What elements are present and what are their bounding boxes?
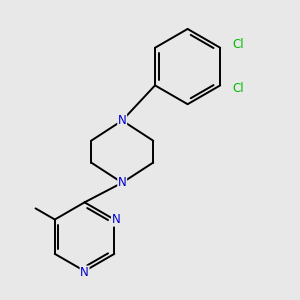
Text: Cl: Cl bbox=[232, 38, 244, 51]
Text: N: N bbox=[118, 114, 127, 127]
Text: N: N bbox=[118, 176, 127, 189]
Text: N: N bbox=[80, 266, 89, 279]
Text: Cl: Cl bbox=[232, 82, 244, 95]
Text: N: N bbox=[112, 213, 120, 226]
